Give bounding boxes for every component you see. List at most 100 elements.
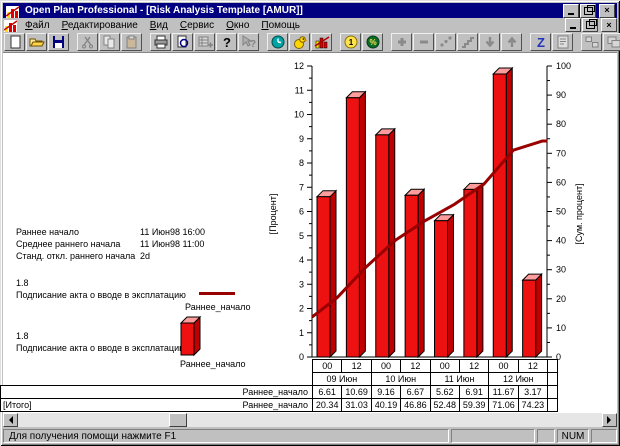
svg-text:?: ? bbox=[249, 39, 255, 49]
toolbar-button-new-file[interactable] bbox=[4, 33, 25, 51]
window-title: Open Plan Professional - [Risk Analysis … bbox=[25, 5, 303, 16]
hour-cell: 12 bbox=[519, 360, 549, 372]
toolbar-button-print-preview[interactable] bbox=[172, 33, 193, 51]
mdi-close-button[interactable]: × bbox=[601, 18, 617, 32]
toolbar-group: 1% bbox=[340, 33, 384, 51]
close-button[interactable]: × bbox=[599, 3, 615, 18]
toolbar-button-print[interactable] bbox=[150, 33, 171, 51]
trailing-cell bbox=[548, 386, 557, 398]
bar-side bbox=[329, 189, 337, 359]
svg-text:12: 12 bbox=[294, 61, 304, 71]
legend-line-swatch bbox=[199, 292, 235, 295]
plus-icon bbox=[394, 35, 410, 49]
percent-value-cell: 10.69 bbox=[342, 386, 372, 398]
arrow-down-icon bbox=[482, 35, 498, 49]
svg-text:60: 60 bbox=[556, 177, 566, 187]
svg-text:3: 3 bbox=[299, 279, 304, 289]
toolbar-button-coin-1[interactable]: 1 bbox=[340, 33, 361, 51]
minimize-button[interactable] bbox=[563, 3, 579, 18]
restore-button[interactable] bbox=[580, 3, 596, 18]
toolbar-button-plus[interactable] bbox=[391, 33, 412, 51]
toolbar-group: ?? bbox=[150, 33, 260, 51]
hour-cell: 00 bbox=[313, 360, 343, 372]
menu-item-view[interactable]: Вид bbox=[149, 19, 168, 31]
mdi-restore-button[interactable] bbox=[582, 18, 598, 32]
cumulative-value-cell: 52.48 bbox=[431, 399, 460, 411]
toolbar-button-paste[interactable] bbox=[121, 33, 142, 51]
cumulative-value-cell: 20.34 bbox=[313, 399, 343, 411]
title-bar[interactable]: Open Plan Professional - [Risk Analysis … bbox=[3, 3, 617, 18]
svg-text:1: 1 bbox=[348, 38, 353, 47]
scroll-left-button[interactable] bbox=[3, 413, 18, 427]
svg-text:Z: Z bbox=[537, 35, 545, 49]
table-dates-row: 09 Июн 10 Июн 11 Июн 12 Июн bbox=[312, 372, 558, 385]
toolbar-button-resource-duck[interactable] bbox=[289, 33, 310, 51]
toolbar-button-sort-z[interactable]: Z bbox=[530, 33, 551, 51]
menu-item-service[interactable]: Сервис bbox=[179, 19, 215, 31]
cumulative-value-cell: 46.86 bbox=[401, 399, 431, 411]
toolbar-button-help[interactable]: ? bbox=[216, 33, 237, 51]
toolbar-button-arrow-up[interactable] bbox=[501, 33, 522, 51]
bar bbox=[404, 194, 419, 358]
menu-bar: Файл Редактирование Вид Сервис Окно Помо… bbox=[3, 18, 617, 32]
table-hours-row: 00 12 00 12 00 12 00 12 bbox=[312, 359, 558, 372]
bar-side bbox=[476, 182, 484, 359]
row1-series-label: Раннее_начало bbox=[1, 386, 313, 398]
svg-text:30: 30 bbox=[556, 265, 566, 275]
toolbar-button-steps[interactable] bbox=[457, 33, 478, 51]
cascade-windows-icon bbox=[606, 35, 620, 49]
total-label: [Итого] bbox=[3, 400, 32, 410]
toolbar-button-arrow-down[interactable] bbox=[479, 33, 500, 51]
toolbar-button-tile-windows[interactable] bbox=[581, 33, 602, 51]
save-icon bbox=[51, 35, 67, 49]
document-icon bbox=[3, 19, 18, 32]
coin-1-icon: 1 bbox=[343, 35, 359, 49]
risk-histogram-icon bbox=[314, 35, 330, 49]
toolbar-button-time-analysis-clock[interactable] bbox=[267, 33, 288, 51]
toolbar-button-cut[interactable] bbox=[77, 33, 98, 51]
toolbar-group bbox=[581, 33, 620, 51]
svg-text:100: 100 bbox=[556, 61, 571, 71]
trailing-cell bbox=[548, 399, 557, 411]
status-message: Для получения помощи нажмите F1 bbox=[3, 429, 449, 443]
app-icon bbox=[5, 5, 20, 18]
bar bbox=[316, 196, 331, 358]
menu-item-edit[interactable]: Редактирование bbox=[61, 19, 138, 31]
toolbar-button-notes[interactable] bbox=[552, 33, 573, 51]
chart-view bbox=[3, 53, 617, 413]
print-preview-icon bbox=[175, 35, 191, 49]
status-num-indicator: NUM bbox=[557, 429, 589, 443]
status-panel-2 bbox=[537, 429, 555, 443]
toolbar-button-risk-histogram[interactable] bbox=[311, 33, 332, 51]
hour-cell: 00 bbox=[372, 360, 402, 372]
toolbar-button-link-dots[interactable] bbox=[435, 33, 456, 51]
toolbar-button-cascade-windows[interactable] bbox=[603, 33, 620, 51]
toolbar-button-copy[interactable] bbox=[99, 33, 120, 51]
menu-item-file[interactable]: Файл bbox=[25, 19, 50, 31]
hour-cell: 00 bbox=[431, 360, 460, 372]
toolbar-button-percent[interactable]: % bbox=[362, 33, 383, 51]
cumulative-value-cell: 71.06 bbox=[489, 399, 519, 411]
notes-icon bbox=[555, 35, 571, 49]
cumulative-value-cell: 31.03 bbox=[342, 399, 372, 411]
toolbar-button-context-help[interactable]: ? bbox=[238, 33, 259, 51]
bar-side bbox=[417, 188, 425, 359]
date-cell: 11 Июн bbox=[431, 373, 490, 385]
scroll-right-button[interactable] bbox=[602, 413, 617, 427]
menu-item-window[interactable]: Окно bbox=[226, 19, 250, 31]
toolbar-button-open-file[interactable] bbox=[26, 33, 47, 51]
horizontal-scrollbar[interactable] bbox=[3, 413, 617, 427]
mdi-minimize-button[interactable] bbox=[565, 18, 581, 32]
legend-bar-swatch bbox=[179, 313, 202, 362]
info-value-stddev: 2d bbox=[140, 251, 151, 261]
svg-text:0: 0 bbox=[299, 352, 304, 362]
cumulative-value-cell: 74.23 bbox=[519, 399, 549, 411]
toolbar-button-save[interactable] bbox=[48, 33, 69, 51]
menu-item-help[interactable]: Помощь bbox=[261, 19, 301, 31]
toolbar-button-grid-plus[interactable] bbox=[194, 33, 215, 51]
scrollbar-thumb[interactable] bbox=[169, 413, 187, 427]
toolbar: ?? 1% Z bbox=[3, 32, 620, 53]
toolbar-button-minus[interactable] bbox=[413, 33, 434, 51]
row2-label-cell: [Итого] Раннее_начало bbox=[1, 399, 313, 411]
cumulative-value-cell: 59.39 bbox=[460, 399, 490, 411]
